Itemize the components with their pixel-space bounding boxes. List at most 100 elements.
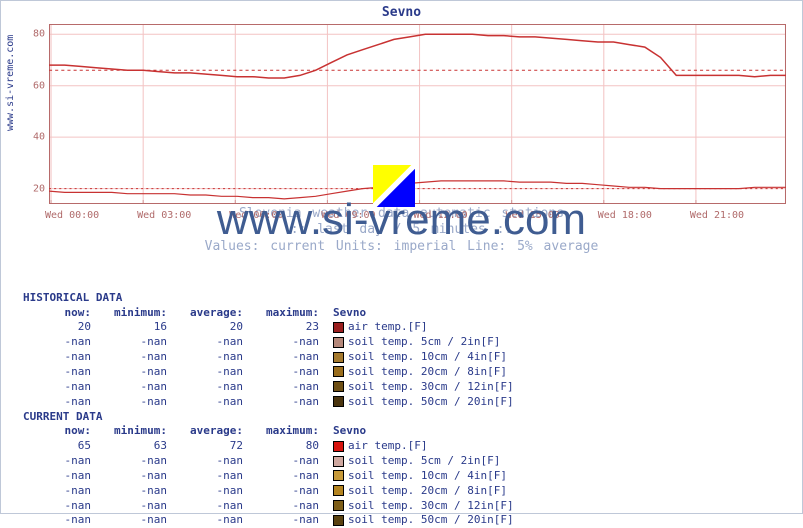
series-label: soil temp. 20cm / 8in[F] bbox=[327, 484, 522, 499]
color-swatch-icon bbox=[333, 485, 344, 496]
cell-avg: -nan bbox=[175, 365, 251, 380]
cell-avg: -nan bbox=[175, 484, 251, 499]
cell-avg: -nan bbox=[175, 454, 251, 469]
table-row: -nan-nan-nan-nansoil temp. 50cm / 20in[F… bbox=[23, 395, 522, 410]
table-row: -nan-nan-nan-nansoil temp. 5cm / 2in[F] bbox=[23, 454, 522, 469]
historical-header: HISTORICAL DATA bbox=[23, 291, 802, 306]
x-tick-label: Wed 18:00 bbox=[598, 210, 652, 221]
series-label: soil temp. 30cm / 12in[F] bbox=[327, 380, 522, 395]
x-tick-label: Wed 15:00 bbox=[506, 210, 560, 221]
chart-area: 20406080 Wed 00:00Wed 03:00Wed 06:00Wed … bbox=[49, 24, 786, 204]
column-header: minimum: bbox=[99, 306, 175, 321]
cell-now: -nan bbox=[23, 350, 99, 365]
color-swatch-icon bbox=[333, 441, 344, 452]
cell-min: -nan bbox=[99, 350, 175, 365]
cell-avg: -nan bbox=[175, 395, 251, 410]
cell-min: -nan bbox=[99, 365, 175, 380]
cell-now: 65 bbox=[23, 439, 99, 454]
cell-max: 23 bbox=[251, 320, 327, 335]
x-tick-label: Wed 06:00 bbox=[229, 210, 283, 221]
cell-max: -nan bbox=[251, 365, 327, 380]
cell-max: -nan bbox=[251, 484, 327, 499]
cell-min: -nan bbox=[99, 513, 175, 528]
series-label: soil temp. 10cm / 4in[F] bbox=[327, 350, 522, 365]
cell-max: 80 bbox=[251, 439, 327, 454]
series-label: soil temp. 30cm / 12in[F] bbox=[327, 499, 522, 514]
cell-now: -nan bbox=[23, 484, 99, 499]
cell-now: -nan bbox=[23, 380, 99, 395]
location-header: Sevno bbox=[327, 424, 522, 439]
chart-title: Sevno bbox=[1, 1, 802, 20]
color-swatch-icon bbox=[333, 366, 344, 377]
table-row: -nan-nan-nan-nansoil temp. 30cm / 12in[F… bbox=[23, 380, 522, 395]
column-header: now: bbox=[23, 424, 99, 439]
cell-now: -nan bbox=[23, 499, 99, 514]
caption-line-3: Values: current Units: imperial Line: 5%… bbox=[1, 239, 802, 255]
y-tick-label: 60 bbox=[19, 80, 45, 91]
table-row: -nan-nan-nan-nansoil temp. 50cm / 20in[F… bbox=[23, 513, 522, 528]
cell-max: -nan bbox=[251, 513, 327, 528]
current-header: CURRENT DATA bbox=[23, 410, 802, 425]
cell-avg: 72 bbox=[175, 439, 251, 454]
series-label: soil temp. 20cm / 8in[F] bbox=[327, 365, 522, 380]
cell-now: -nan bbox=[23, 335, 99, 350]
cell-min: -nan bbox=[99, 484, 175, 499]
figure-container: Sevno www.si-vreme.com 20406080 Wed 00:0… bbox=[0, 0, 803, 514]
table-row: -nan-nan-nan-nansoil temp. 10cm / 4in[F] bbox=[23, 469, 522, 484]
data-tables: HISTORICAL DATA now:minimum:average:maxi… bbox=[1, 291, 802, 528]
cell-min: -nan bbox=[99, 395, 175, 410]
color-swatch-icon bbox=[333, 337, 344, 348]
color-swatch-icon bbox=[333, 500, 344, 511]
series-label: air temp.[F] bbox=[327, 439, 522, 454]
series-label: soil temp. 50cm / 20in[F] bbox=[327, 395, 522, 410]
cell-max: -nan bbox=[251, 499, 327, 514]
cell-min: 16 bbox=[99, 320, 175, 335]
column-header: now: bbox=[23, 306, 99, 321]
cell-now: -nan bbox=[23, 454, 99, 469]
cell-now: 20 bbox=[23, 320, 99, 335]
cell-max: -nan bbox=[251, 454, 327, 469]
series-label: soil temp. 5cm / 2in[F] bbox=[327, 335, 522, 350]
caption-line-1: Slovenia weather data automatic stations bbox=[1, 206, 802, 222]
cell-avg: -nan bbox=[175, 380, 251, 395]
x-tick-label: Wed 03:00 bbox=[137, 210, 191, 221]
cell-avg: -nan bbox=[175, 469, 251, 484]
color-swatch-icon bbox=[333, 470, 344, 481]
column-header: maximum: bbox=[251, 424, 327, 439]
x-tick-label: Wed 21:00 bbox=[690, 210, 744, 221]
cell-min: 63 bbox=[99, 439, 175, 454]
cell-min: -nan bbox=[99, 335, 175, 350]
cell-avg: -nan bbox=[175, 513, 251, 528]
table-row: -nan-nan-nan-nansoil temp. 5cm / 2in[F] bbox=[23, 335, 522, 350]
cell-now: -nan bbox=[23, 395, 99, 410]
series-label: soil temp. 10cm / 4in[F] bbox=[327, 469, 522, 484]
color-swatch-icon bbox=[333, 352, 344, 363]
table-row: -nan-nan-nan-nansoil temp. 30cm / 12in[F… bbox=[23, 499, 522, 514]
cell-avg: -nan bbox=[175, 335, 251, 350]
cell-now: -nan bbox=[23, 513, 99, 528]
series-label: soil temp. 50cm / 20in[F] bbox=[327, 513, 522, 528]
series-label: soil temp. 5cm / 2in[F] bbox=[327, 454, 522, 469]
cell-max: -nan bbox=[251, 395, 327, 410]
table-row: -nan-nan-nan-nansoil temp. 20cm / 8in[F] bbox=[23, 484, 522, 499]
cell-min: -nan bbox=[99, 469, 175, 484]
cell-avg: 20 bbox=[175, 320, 251, 335]
cell-avg: -nan bbox=[175, 499, 251, 514]
location-header: Sevno bbox=[327, 306, 522, 321]
current-table: now:minimum:average:maximum: Sevno656372… bbox=[23, 424, 522, 528]
table-row: 65637280air temp.[F] bbox=[23, 439, 522, 454]
color-swatch-icon bbox=[333, 515, 344, 526]
historical-table: now:minimum:average:maximum: Sevno201620… bbox=[23, 306, 522, 410]
series-label: air temp.[F] bbox=[327, 320, 522, 335]
table-row: -nan-nan-nan-nansoil temp. 20cm / 8in[F] bbox=[23, 365, 522, 380]
table-row: -nan-nan-nan-nansoil temp. 10cm / 4in[F] bbox=[23, 350, 522, 365]
caption: Slovenia weather data automatic stations… bbox=[1, 206, 802, 255]
cell-now: -nan bbox=[23, 469, 99, 484]
cell-max: -nan bbox=[251, 335, 327, 350]
column-header: average: bbox=[175, 306, 251, 321]
y-axis-source-label: www.si-vreme.com bbox=[5, 35, 16, 131]
cell-max: -nan bbox=[251, 469, 327, 484]
color-swatch-icon bbox=[333, 456, 344, 467]
chart-svg bbox=[49, 24, 786, 204]
caption-line-2: :: last day / 5 minutes :: bbox=[1, 222, 802, 238]
